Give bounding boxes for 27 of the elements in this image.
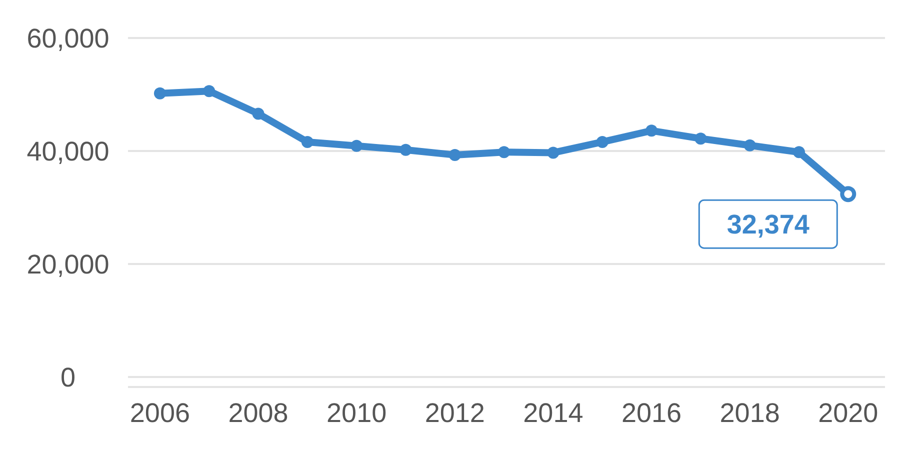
x-tick-label: 2010 [326, 398, 387, 428]
point [252, 108, 264, 120]
y-tick-label: 20,000 [26, 249, 110, 280]
point [498, 146, 510, 158]
x-tick-label: 2018 [720, 398, 780, 428]
point [694, 132, 707, 145]
x-tick-label: 2014 [523, 398, 584, 428]
y-tick-label: 0 [60, 362, 76, 392]
x-tick-label: 2006 [130, 398, 190, 428]
y-tick-label: 60,000 [26, 23, 110, 54]
x-tick-label: 2012 [424, 398, 485, 428]
annotation: 32,374 [726, 210, 810, 240]
point [646, 124, 658, 137]
x-tick-label: 2016 [621, 398, 682, 428]
x-tick-label: 2020 [818, 398, 878, 428]
point [400, 144, 412, 156]
point [350, 140, 363, 152]
y-tick-label: 40,000 [26, 136, 110, 166]
point [596, 136, 608, 148]
x-tick-label: 2008 [228, 398, 288, 428]
point [448, 148, 461, 161]
point [744, 139, 756, 152]
point [203, 85, 216, 98]
point [547, 146, 560, 159]
point [792, 146, 805, 158]
point [154, 87, 166, 100]
point [301, 136, 314, 148]
